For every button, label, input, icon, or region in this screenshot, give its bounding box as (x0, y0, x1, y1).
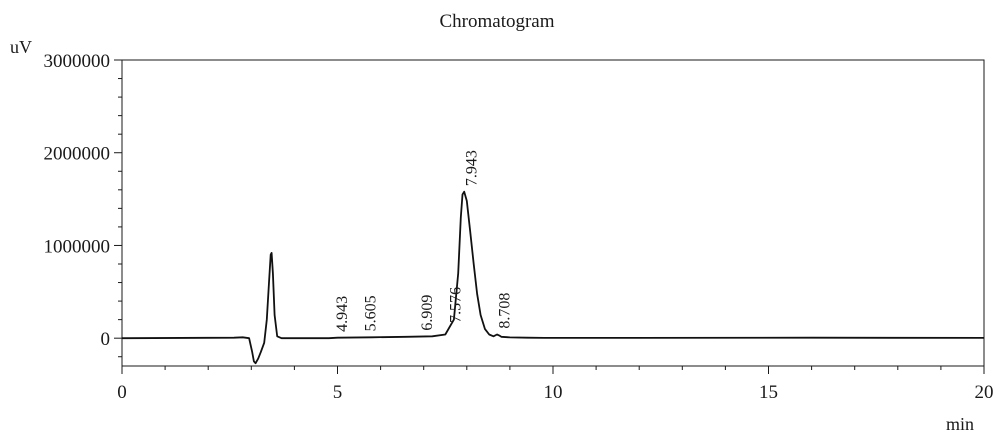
peak-label: 4.943 (334, 296, 351, 332)
peak-label: 5.605 (363, 295, 380, 331)
peak-label: 7.943 (463, 150, 480, 186)
peak-labels: 4.943 5.605 6.909 7.576 7.943 8.708 (334, 150, 513, 332)
plot-frame (122, 60, 984, 366)
chart-title: Chromatogram (439, 11, 554, 32)
x-tick-label: 5 (333, 382, 343, 403)
peak-label: 7.576 (448, 287, 465, 323)
x-tick-label: 10 (544, 382, 563, 403)
axis-ticks (114, 60, 984, 374)
peak-label: 6.909 (419, 295, 436, 331)
x-tick-label: 20 (975, 382, 994, 403)
y-tick-label: 3000000 (44, 51, 111, 72)
x-axis-label: min (946, 414, 974, 434)
x-tick-label: 0 (117, 382, 127, 403)
peak-label: 8.708 (496, 293, 513, 329)
y-axis-label: uV (10, 37, 32, 57)
y-tick-label: 0 (101, 329, 111, 350)
axis-tick-labels: 0 5 10 15 20 0 1000000 2000000 3000000 (44, 51, 994, 403)
chromatogram-trace (122, 192, 984, 364)
y-tick-label: 1000000 (44, 236, 111, 257)
y-tick-label: 2000000 (44, 144, 111, 165)
x-tick-label: 15 (759, 382, 778, 403)
